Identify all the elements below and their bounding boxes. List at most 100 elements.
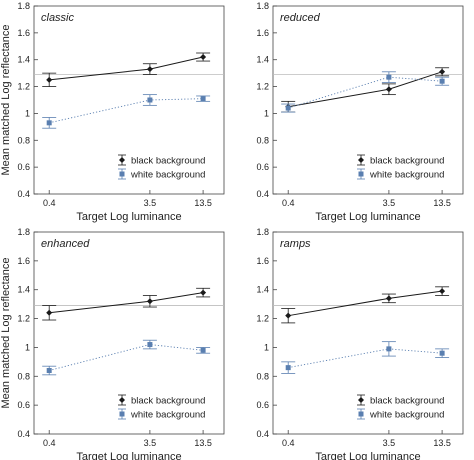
chart-panel-ramps: 0.4 0.6 0.8 1 1.2 1.4 1.6 1.8 0.4 3.5 13.5 ramps Tar… — [256, 227, 464, 460]
data-point — [385, 86, 392, 93]
y-tick-label: 1.8 — [256, 1, 269, 11]
data-point — [200, 96, 206, 102]
legend-label: black background — [370, 156, 444, 167]
series-line-black-background — [49, 292, 204, 314]
y-tick-label: 1.8 — [256, 227, 269, 237]
y-tick-label: 1.2 — [17, 314, 30, 324]
legend-marker — [358, 171, 364, 177]
data-point — [439, 350, 445, 356]
y-tick-label: 0.8 — [17, 135, 30, 145]
y-tick-label: 1.2 — [256, 82, 269, 92]
data-point — [46, 368, 52, 374]
x-tick-label: 13.5 — [433, 198, 451, 208]
data-point — [285, 105, 291, 111]
plot-frame — [272, 5, 464, 195]
data-point — [46, 76, 53, 83]
legend-label: white background — [369, 170, 444, 181]
y-tick-label: 0.8 — [17, 371, 30, 381]
data-point — [146, 298, 153, 305]
y-tick-label: 0.4 — [17, 189, 30, 199]
series-line-black-background — [49, 56, 204, 81]
panel-title: ramps — [280, 238, 311, 250]
legend-marker — [119, 157, 125, 163]
chart-panel-classic: 0.4 0.6 0.8 1 1.2 1.4 1.6 1.8 0.4 3.5 13.5 classic T… — [0, 1, 225, 223]
y-axis-title: Mean matched Log reflectance — [0, 257, 12, 408]
legend-label: white background — [369, 410, 444, 421]
panel-title: enhanced — [41, 238, 90, 250]
plot-frame — [33, 231, 225, 435]
data-point — [200, 289, 207, 296]
legend-marker — [119, 171, 125, 177]
data-point — [385, 295, 392, 302]
x-tick-label: 13.5 — [194, 198, 212, 208]
x-axis-title: Target Log luminance — [315, 451, 420, 460]
y-tick-label: 1.2 — [256, 314, 269, 324]
series-line-white-background — [288, 348, 443, 369]
data-point — [285, 365, 291, 371]
data-point — [285, 312, 292, 319]
y-tick-label: 1.4 — [17, 285, 30, 295]
y-tick-label: 1.4 — [17, 55, 30, 65]
legend-marker — [358, 411, 364, 417]
legend-label: white background — [130, 410, 205, 421]
series-line-white-background — [49, 344, 204, 371]
y-tick-label: 1.2 — [17, 82, 30, 92]
chart-panel-reduced: 0.4 0.6 0.8 1 1.2 1.4 1.6 1.8 0.4 3.5 13.5 reduced T… — [256, 1, 464, 223]
data-point — [386, 346, 392, 352]
y-tick-label: 0.6 — [17, 162, 30, 172]
chart-panel-enhanced: 0.4 0.6 0.8 1 1.2 1.4 1.6 1.8 0.4 3.5 13.5 enhanced… — [0, 227, 225, 460]
y-tick-label: 1.6 — [17, 28, 30, 38]
data-point — [439, 68, 446, 75]
y-tick-label: 1.6 — [256, 28, 269, 38]
legend-marker — [358, 397, 364, 403]
data-point — [386, 74, 392, 80]
x-axis-title: Target Log luminance — [76, 451, 181, 460]
legend-marker — [358, 157, 364, 163]
x-tick-label: 0.4 — [43, 438, 56, 448]
y-tick-label: 1.4 — [256, 55, 269, 65]
x-tick-label: 0.4 — [43, 198, 56, 208]
legend-marker — [119, 397, 125, 403]
series-line-black-background — [288, 71, 443, 108]
y-tick-label: 0.8 — [256, 371, 269, 381]
legend-label: black background — [131, 396, 205, 407]
y-tick-label: 0.4 — [17, 429, 30, 439]
plot-frame — [33, 5, 225, 195]
data-point — [147, 342, 153, 348]
y-tick-label: 1 — [264, 108, 269, 118]
legend-marker — [119, 411, 125, 417]
panel-title: classic — [41, 12, 75, 24]
x-tick-label: 13.5 — [194, 438, 212, 448]
data-point — [439, 78, 445, 84]
data-point — [200, 54, 207, 61]
x-tick-label: 0.4 — [282, 198, 295, 208]
y-tick-label: 1.8 — [17, 227, 30, 237]
y-axis-title: Mean matched Log reflectance — [0, 24, 12, 175]
plot-frame — [272, 231, 464, 435]
x-tick-label: 3.5 — [383, 198, 396, 208]
y-tick-label: 1.4 — [256, 285, 269, 295]
legend-label: black background — [131, 156, 205, 167]
y-tick-label: 1 — [25, 342, 30, 352]
y-tick-label: 1.6 — [256, 256, 269, 266]
panel-title: reduced — [280, 12, 321, 24]
data-point — [147, 97, 153, 103]
y-tick-label: 1.6 — [17, 256, 30, 266]
series-line-white-background — [288, 76, 443, 109]
y-tick-label: 0.6 — [256, 400, 269, 410]
x-axis-title: Target Log luminance — [315, 211, 420, 223]
y-tick-label: 0.6 — [256, 162, 269, 172]
data-point — [46, 120, 52, 126]
x-tick-label: 3.5 — [144, 198, 157, 208]
y-tick-label: 0.8 — [256, 135, 269, 145]
x-tick-label: 3.5 — [383, 438, 396, 448]
legend-label: black background — [370, 396, 444, 407]
x-tick-label: 13.5 — [433, 438, 451, 448]
data-point — [46, 309, 53, 316]
y-tick-label: 0.4 — [256, 429, 269, 439]
data-point — [200, 347, 206, 353]
y-tick-label: 0.6 — [17, 400, 30, 410]
series-line-white-background — [49, 98, 204, 124]
y-tick-label: 0.4 — [256, 189, 269, 199]
y-tick-label: 1 — [25, 108, 30, 118]
